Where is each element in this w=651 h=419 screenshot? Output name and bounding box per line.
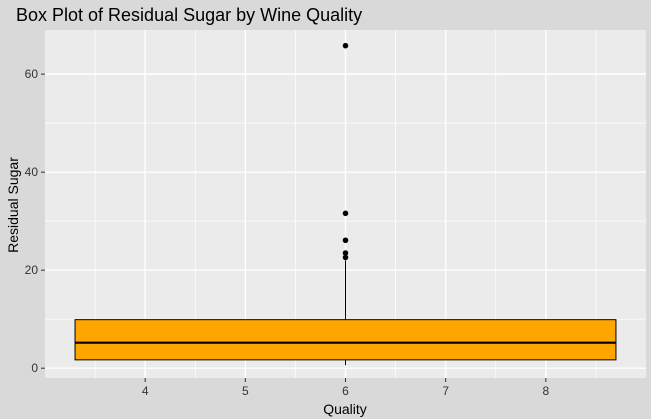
axis-ticks: 4 5 6 7 8 0 20 40 60 — [25, 67, 550, 398]
outlier-point — [342, 250, 349, 256]
iqr-box — [74, 319, 617, 361]
outlier-point — [342, 237, 349, 244]
y-axis-title: Residual Sugar — [5, 157, 21, 253]
x-tick-label: 5 — [242, 384, 249, 398]
x-tick-label: 8 — [542, 384, 549, 398]
outlier-point — [342, 42, 349, 49]
x-tick-label: 6 — [342, 384, 349, 398]
y-tick-label: 20 — [25, 263, 39, 277]
x-tick-label: 7 — [442, 384, 449, 398]
y-tick-label: 60 — [25, 67, 39, 81]
box-marks — [74, 42, 617, 366]
y-tick-label: 40 — [25, 165, 39, 179]
outlier-point — [342, 210, 349, 217]
outlier-point — [342, 254, 349, 261]
x-tick-label: 4 — [142, 384, 149, 398]
chart-title: Box Plot of Residual Sugar by Wine Quali… — [16, 5, 362, 25]
x-axis-title: Quality — [323, 401, 367, 417]
y-tick-label: 0 — [31, 361, 38, 375]
